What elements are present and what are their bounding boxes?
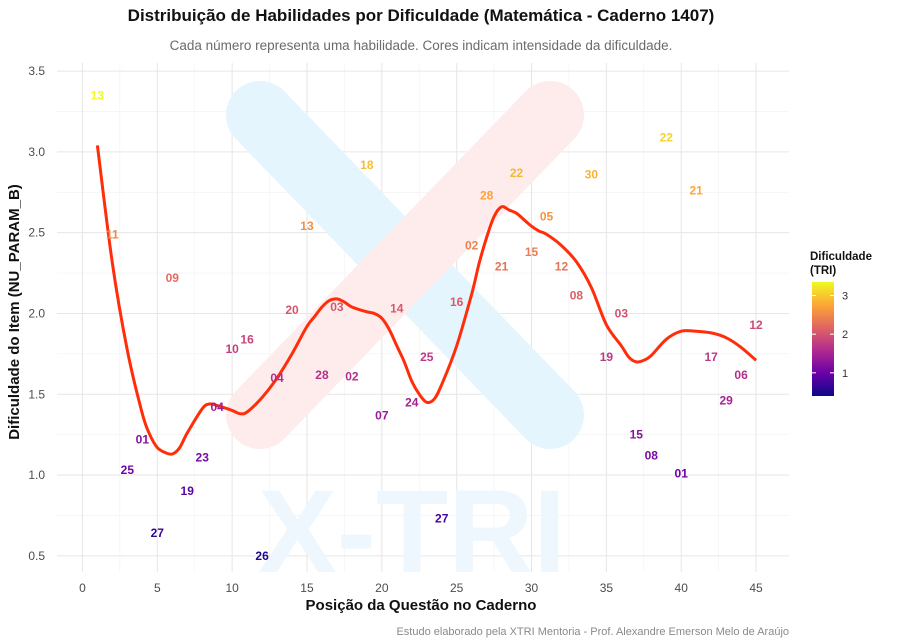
points-layer: 1311250127091923041016260420132803021807… [91, 88, 763, 563]
data-point-label: 22 [510, 166, 524, 180]
data-point-label: 08 [645, 449, 659, 463]
legend-ticks: 1 2 3 [812, 291, 848, 380]
smooth-curve-layer [95, 145, 758, 456]
data-point-label: 29 [719, 394, 733, 408]
chart-subtitle: Cada número representa uma habilidade. C… [170, 38, 673, 53]
x-tick-label: 5 [154, 581, 161, 595]
data-point-label: 19 [181, 484, 195, 498]
data-point-label: 23 [196, 450, 210, 464]
data-point-label: 07 [375, 408, 389, 422]
y-tick-label: 3.0 [28, 145, 45, 159]
smooth-trend-line [95, 145, 758, 456]
watermark-text: X-TRI [258, 466, 566, 598]
data-point-label: 16 [450, 295, 464, 309]
data-point-label: 08 [570, 289, 584, 303]
data-point-label: 09 [166, 271, 180, 285]
data-point-label: 13 [300, 219, 314, 233]
x-tick-label: 40 [675, 581, 689, 595]
data-point-label: 24 [405, 395, 419, 409]
data-point-label: 04 [270, 371, 284, 385]
data-point-label: 12 [555, 260, 569, 274]
data-point-label: 28 [315, 368, 329, 382]
data-point-label: 02 [465, 239, 479, 253]
data-point-label: 04 [210, 400, 224, 414]
legend-title: Dificuldade [810, 251, 872, 263]
data-point-label: 30 [585, 167, 599, 181]
x-axis-title: Posição da Questão no Caderno [306, 597, 537, 614]
data-point-label: 27 [435, 512, 449, 526]
y-axis-ticks: 0.5 1.0 1.5 2.0 2.5 3.0 3.5 [28, 64, 45, 563]
data-point-label: 28 [480, 189, 494, 203]
y-axis-title: Dificuldade do Item (NU_PARAM_B) [6, 184, 23, 440]
legend-title-unit: (TRI) [810, 265, 836, 277]
data-point-label: 11 [106, 227, 119, 241]
y-tick-label: 1.0 [28, 468, 45, 482]
data-point-label: 01 [675, 466, 689, 480]
data-point-label: 12 [749, 318, 763, 332]
data-point-label: 01 [136, 432, 150, 446]
x-tick-label: 15 [300, 581, 314, 595]
data-point-label: 26 [255, 549, 269, 563]
color-legend: Dificuldade (TRI) 1 2 3 [810, 251, 872, 396]
data-point-label: 15 [525, 245, 539, 259]
chart-caption: Estudo elaborado pela XTRI Mentoria - Pr… [396, 626, 789, 638]
y-tick-label: 2.5 [28, 226, 45, 240]
y-tick-label: 2.0 [28, 306, 45, 320]
x-tick-label: 35 [600, 581, 614, 595]
data-point-label: 22 [660, 130, 674, 144]
data-point-label: 19 [600, 350, 614, 364]
legend-colorbar [812, 282, 834, 396]
x-tick-label: 10 [225, 581, 239, 595]
data-point-label: 16 [240, 332, 254, 346]
legend-tick-label: 1 [842, 368, 848, 380]
data-point-label: 03 [615, 306, 629, 320]
data-point-label: 03 [330, 300, 344, 314]
data-point-label: 18 [360, 158, 374, 172]
watermark: X-TRI [226, 81, 584, 598]
data-point-label: 20 [285, 303, 299, 317]
x-tick-label: 20 [375, 581, 389, 595]
data-point-label: 27 [151, 526, 165, 540]
data-point-label: 02 [345, 369, 359, 383]
data-point-label: 25 [121, 463, 135, 477]
x-axis-ticks: 0 5 10 15 20 25 30 35 40 45 [79, 581, 763, 595]
data-point-label: 13 [91, 88, 105, 102]
x-tick-label: 30 [525, 581, 539, 595]
data-point-label: 06 [734, 368, 748, 382]
y-tick-label: 0.5 [28, 549, 45, 563]
data-point-label: 15 [630, 428, 644, 442]
data-point-label: 25 [420, 350, 434, 364]
data-point-label: 10 [225, 342, 239, 356]
x-tick-label: 45 [749, 581, 763, 595]
legend-tick-label: 2 [842, 329, 848, 341]
y-tick-label: 1.5 [28, 387, 45, 401]
data-point-label: 05 [540, 210, 554, 224]
chart-title: Distribuição de Habilidades por Dificuld… [128, 6, 715, 25]
data-point-label: 21 [495, 260, 509, 274]
legend-tick-label: 3 [842, 291, 848, 303]
y-tick-label: 3.5 [28, 64, 45, 78]
x-tick-label: 25 [450, 581, 464, 595]
data-point-label: 17 [704, 350, 718, 364]
x-tick-label: 0 [79, 581, 86, 595]
data-point-label: 14 [390, 302, 404, 316]
data-point-label: 21 [690, 184, 704, 198]
